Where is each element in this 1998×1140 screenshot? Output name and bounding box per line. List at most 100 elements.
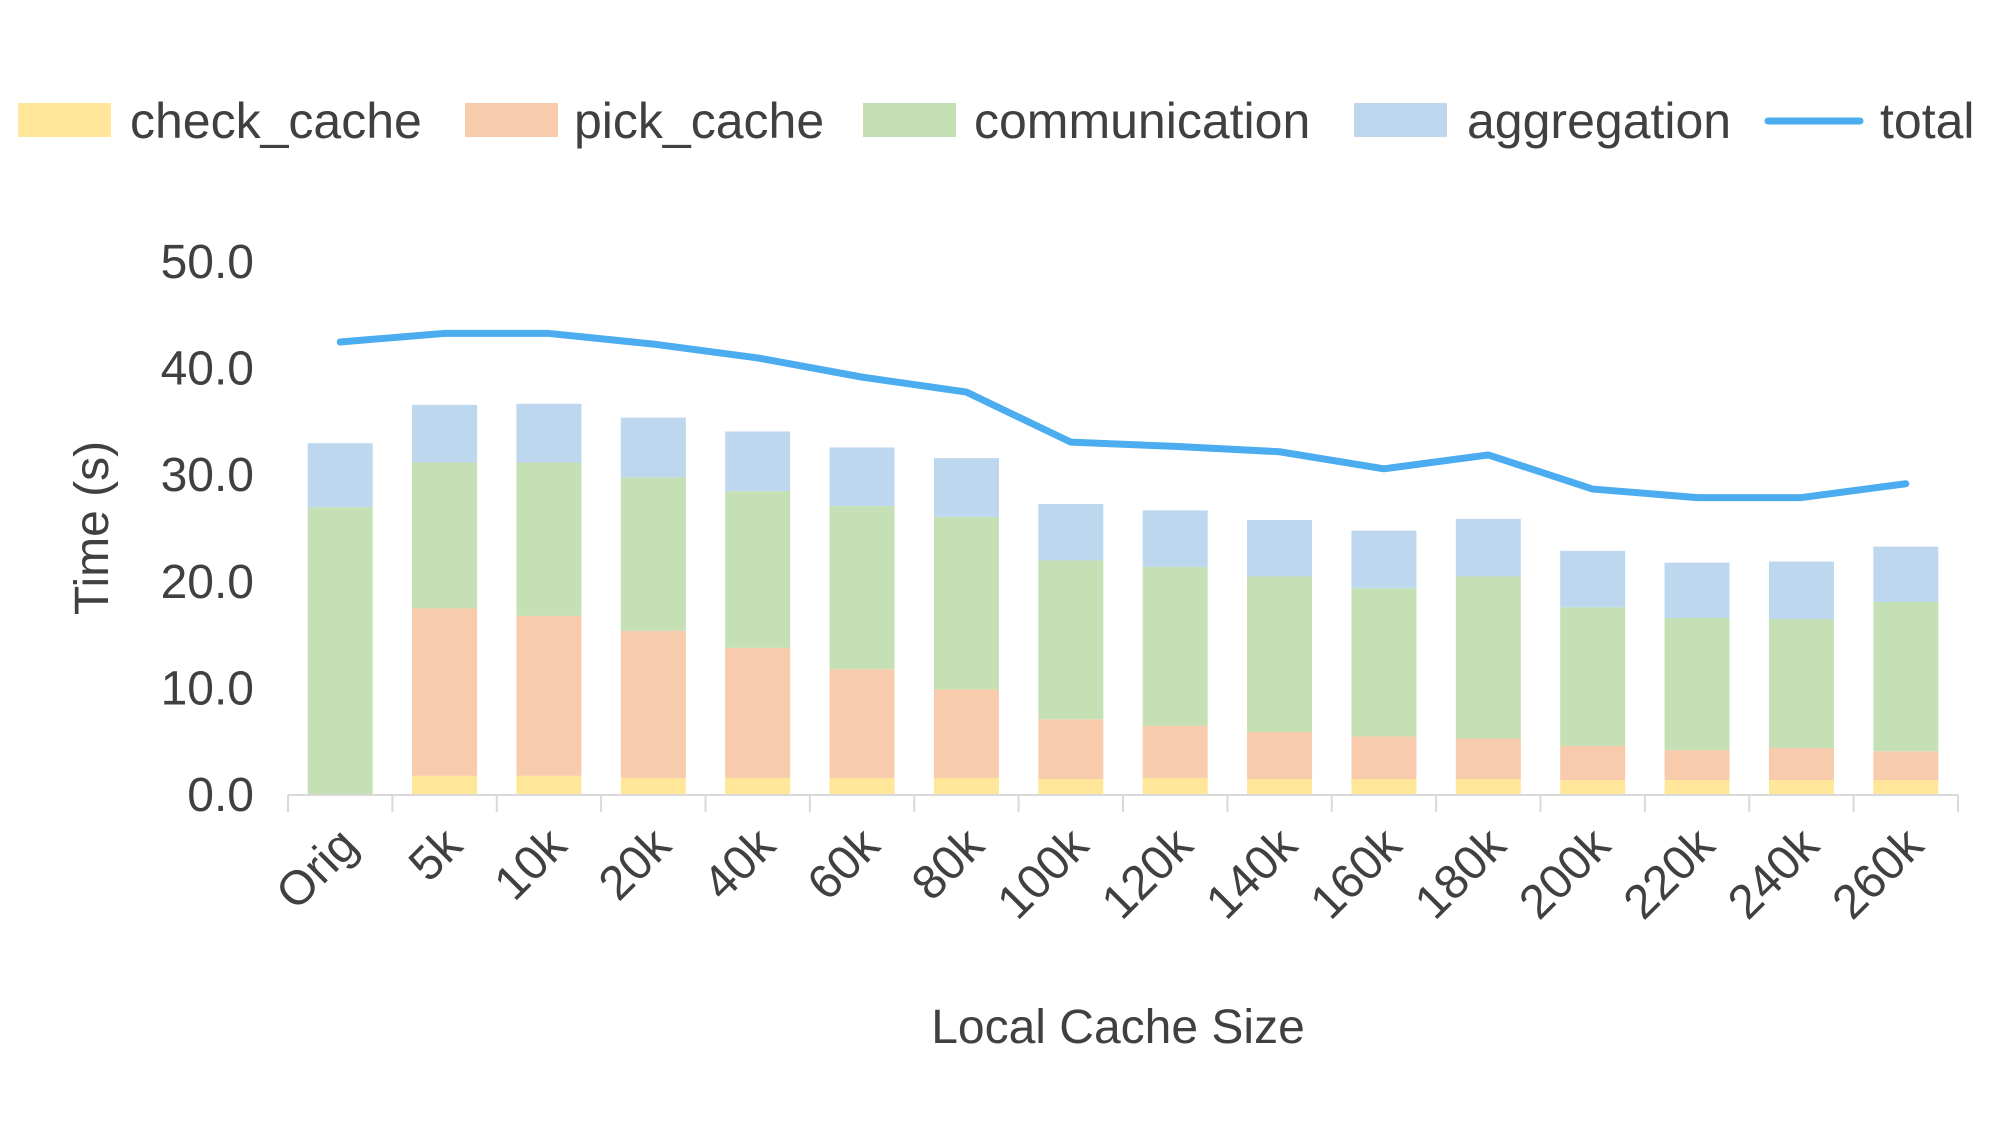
legend-swatch-check-cache [18,103,111,137]
bar-segment-pick-cache-10k [516,615,582,776]
y-tick-label: 0.0 [187,769,254,822]
y-axis-title: Time (s) [66,441,119,615]
bar-segment-check-cache-40k [725,777,791,795]
x-tick-label-160k: 160k [1301,818,1413,930]
x-tick-label-orig: Orig [266,818,368,920]
bar-segment-communication-orig [307,507,373,795]
bar-segment-communication-20k [620,477,686,631]
bar-segment-pick-cache-140k [1247,732,1313,780]
bar-segment-communication-140k [1247,576,1313,733]
bar-segment-pick-cache-200k [1560,745,1626,781]
x-tick-label-60k: 60k [798,818,891,911]
legend-swatch-aggregation [1354,103,1447,137]
bar-segment-pick-cache-240k [1768,748,1834,781]
bar-segment-communication-180k [1455,576,1521,739]
bar-segment-aggregation-200k [1560,550,1626,608]
x-tick-label-20k: 20k [589,818,682,911]
bar-segment-check-cache-140k [1247,779,1313,795]
bar-segment-aggregation-100k [1038,503,1104,561]
bar-segment-pick-cache-180k [1455,738,1521,780]
x-tick-label-220k: 220k [1614,818,1726,930]
bars-layer [307,403,1939,795]
bar-segment-check-cache-10k [516,775,582,795]
bar-segment-aggregation-80k [933,458,999,517]
bar-segment-aggregation-orig [307,443,373,508]
y-tick-label: 20.0 [161,556,254,609]
bar-segment-aggregation-120k [1142,510,1208,567]
bar-segment-communication-260k [1873,602,1939,752]
x-tick-label-5k: 5k [399,818,473,892]
legend-swatch-pick-cache [465,103,558,137]
bar-segment-aggregation-240k [1768,561,1834,620]
bar-segment-check-cache-100k [1038,779,1104,795]
bar-segment-check-cache-180k [1455,779,1521,795]
bar-segment-aggregation-160k [1351,530,1417,589]
x-tick-label-10k: 10k [485,818,578,911]
bar-segment-check-cache-60k [829,777,895,795]
bar-segment-pick-cache-160k [1351,736,1417,780]
bar-segment-aggregation-260k [1873,546,1939,603]
bar-segment-pick-cache-60k [829,669,895,778]
x-tick-label-100k: 100k [988,818,1100,930]
bar-segment-pick-cache-260k [1873,751,1939,781]
legend-label-total: total [1880,93,1975,149]
bar-segment-check-cache-80k [933,777,999,795]
x-tick-label-40k: 40k [693,818,786,911]
y-tick-label: 30.0 [161,449,254,502]
bar-segment-communication-40k [725,491,791,648]
bar-segment-communication-120k [1142,566,1208,726]
bar-segment-communication-100k [1038,560,1104,720]
bar-segment-pick-cache-100k [1038,719,1104,780]
bar-segment-pick-cache-120k [1142,725,1208,778]
bar-segment-communication-220k [1664,618,1730,751]
x-axis-title: Local Cache Size [931,1001,1305,1054]
bar-segment-communication-200k [1560,607,1626,746]
legend-label-pick-cache: pick_cache [574,93,824,149]
x-tick-label-200k: 200k [1509,818,1621,930]
bar-segment-check-cache-260k [1873,780,1939,795]
y-tick-label: 40.0 [161,343,254,396]
bar-segment-pick-cache-40k [725,647,791,778]
line-series-total [336,329,1910,502]
bar-segment-check-cache-20k [620,777,686,795]
bar-segment-aggregation-180k [1455,518,1521,577]
bar-segment-check-cache-120k [1142,777,1208,795]
y-tick-label: 50.0 [161,236,254,289]
y-tick-label: 10.0 [161,662,254,715]
bar-segment-communication-60k [829,506,895,670]
bar-segment-communication-5k [412,462,478,609]
x-tick-label-180k: 180k [1405,818,1517,930]
x-tick-label-80k: 80k [902,818,995,911]
bar-segment-aggregation-220k [1664,562,1730,619]
bar-segment-aggregation-60k [829,447,895,507]
bar-segment-communication-160k [1351,588,1417,737]
legend-label-aggregation: aggregation [1467,93,1731,149]
x-tick-label-120k: 120k [1092,818,1204,930]
bar-segment-pick-cache-20k [620,630,686,778]
x-tick-label-240k: 240k [1718,818,1830,930]
bar-segment-aggregation-10k [516,403,582,463]
bar-segment-check-cache-220k [1664,780,1730,795]
bar-segment-communication-80k [933,516,999,690]
bar-segment-check-cache-160k [1351,779,1417,795]
bar-segment-aggregation-5k [412,404,478,463]
total-line-layer [336,329,1910,502]
bar-segment-pick-cache-5k [412,608,478,776]
bar-segment-pick-cache-80k [933,689,999,778]
legend-swatch-communication [863,103,956,137]
legend-label-communication: communication [974,93,1310,149]
bar-segment-check-cache-240k [1768,780,1834,795]
bar-segment-aggregation-40k [725,431,791,492]
bar-segment-communication-240k [1768,619,1834,749]
bar-segment-aggregation-20k [620,417,686,478]
legend-label-check-cache: check_cache [130,93,422,149]
bar-segment-check-cache-5k [412,775,478,795]
x-tick-label-140k: 140k [1196,818,1308,930]
bar-segment-communication-10k [516,462,582,616]
legend: check_cache pick_cache communication aggreg… [18,93,1975,149]
bar-segment-check-cache-200k [1560,780,1626,795]
bar-segment-aggregation-140k [1247,519,1313,577]
bar-segment-pick-cache-220k [1664,750,1730,781]
x-tick-label-260k: 260k [1823,818,1935,930]
